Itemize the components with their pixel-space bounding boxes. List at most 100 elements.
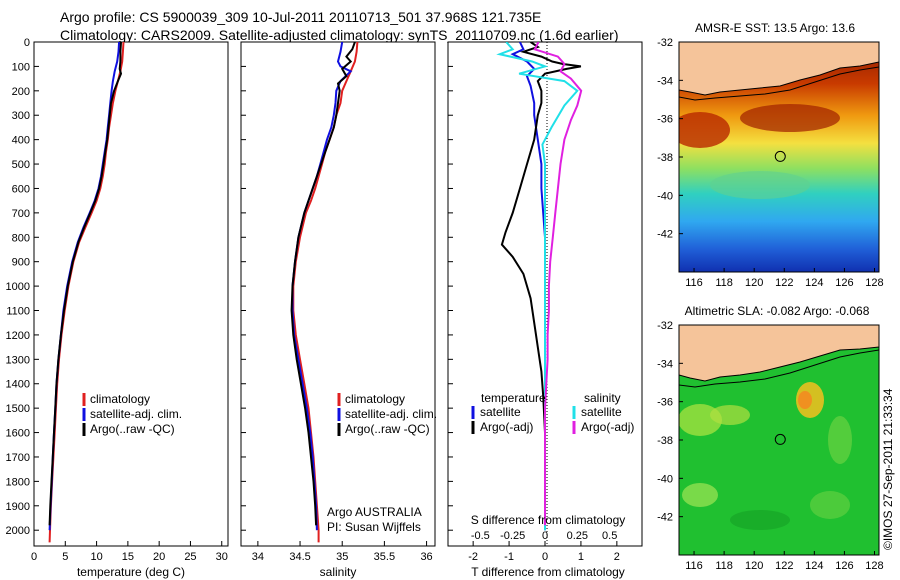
x-tick-label: 5 bbox=[62, 551, 68, 563]
salinity-y-ticks bbox=[241, 41, 246, 531]
copyright-stamp: ©IMOS 27-Sep-2011 21:33:34 bbox=[881, 388, 895, 550]
series-line-temperature-argo-adj- bbox=[500, 42, 582, 526]
map-x-tick-label: 124 bbox=[805, 560, 823, 572]
x-tick-label: 34.5 bbox=[289, 551, 310, 563]
sla-land bbox=[679, 325, 879, 382]
map-y-tick-label: -34 bbox=[657, 75, 673, 87]
depth-tick-label: 400 bbox=[12, 135, 30, 147]
series-line-argo-raw-qc- bbox=[48, 42, 123, 526]
legend-label-s-satellite: satellite bbox=[581, 405, 622, 419]
salinity-panel bbox=[240, 41, 436, 547]
depth-tick-label: 800 bbox=[12, 232, 30, 244]
sst-map-title: AMSR-E SST: 13.5 Argo: 13.6 bbox=[695, 21, 855, 35]
depth-tick-label: 0 bbox=[24, 37, 30, 49]
map-y-tick-label: -40 bbox=[657, 190, 673, 202]
x-tick-label: -2 bbox=[468, 551, 478, 563]
difference-x-axis: -2 -1 0 1 2 -0.5 -0.25 0 0.25 0.5 bbox=[468, 530, 620, 563]
depth-tick-label: 500 bbox=[12, 159, 30, 171]
sla-anomaly bbox=[710, 405, 750, 425]
depth-tick-label: 300 bbox=[12, 110, 30, 122]
map-x-tick-label: 116 bbox=[685, 277, 703, 289]
difference-legend: temperature salinity satellite Argo(-adj… bbox=[471, 391, 634, 434]
difference-series bbox=[496, 42, 583, 531]
depth-tick-label: 1200 bbox=[6, 330, 30, 342]
map-x-tick-label: 116 bbox=[685, 560, 703, 572]
map-x-tick-label: 126 bbox=[835, 277, 853, 289]
legend-label-argo: Argo(..raw -QC) bbox=[345, 422, 430, 436]
map-x-tick-label: 122 bbox=[775, 560, 793, 572]
depth-tick-label: 900 bbox=[12, 257, 30, 269]
depth-tick-label: 600 bbox=[12, 183, 30, 195]
map-x-tick-label: 118 bbox=[715, 277, 733, 289]
sst-map-axes: 116 118 120 122 124 126 128 -32 -34 -36 -38 -40 -42 bbox=[657, 37, 884, 289]
temperature-panel bbox=[33, 41, 229, 547]
map-y-tick-label: -38 bbox=[657, 152, 673, 164]
sla-float-marker bbox=[774, 433, 786, 445]
s-difference-label: S difference from climatology bbox=[471, 513, 626, 527]
legend-label-satellite: satellite-adj. clim. bbox=[345, 407, 437, 421]
s-tick-label: 0 bbox=[542, 530, 548, 542]
legend-label-s-argo: Argo(-adj) bbox=[581, 420, 634, 434]
map-y-tick-label: -32 bbox=[657, 37, 673, 49]
s-tick-label: -0.5 bbox=[471, 530, 490, 542]
float-pi-annotation: PI: Susan Wijffels bbox=[327, 520, 421, 534]
legend-label-climatology: climatology bbox=[90, 392, 150, 406]
sst-cool-patch bbox=[710, 171, 810, 199]
sst-warm-patch bbox=[679, 112, 730, 148]
sst-isobath bbox=[679, 66, 879, 101]
depth-tick-label: 1500 bbox=[6, 403, 30, 415]
map-x-tick-label: 122 bbox=[775, 277, 793, 289]
depth-tick-label: 1900 bbox=[6, 501, 30, 513]
x-tick-label: 2 bbox=[614, 551, 620, 563]
sla-anomaly bbox=[828, 416, 852, 464]
salinity-x-axis: 34 34.5 35 35.5 36 bbox=[252, 541, 433, 563]
sst-warm-patch bbox=[740, 104, 840, 132]
map-x-tick-label: 120 bbox=[745, 277, 763, 289]
x-tick-label: 10 bbox=[90, 551, 102, 563]
sla-isobath bbox=[679, 349, 879, 388]
x-tick-label: 35.5 bbox=[374, 551, 395, 563]
x-tick-label: 30 bbox=[216, 551, 228, 563]
map-x-tick-label: 118 bbox=[715, 560, 733, 572]
sla-anomaly bbox=[730, 510, 790, 530]
depth-tick-label: 1600 bbox=[6, 428, 30, 440]
depth-tick-label: 1800 bbox=[6, 476, 30, 488]
sla-anomaly bbox=[682, 483, 718, 507]
salinity-xlabel: salinity bbox=[320, 565, 357, 579]
x-tick-label: 34 bbox=[252, 551, 264, 563]
x-tick-label: 15 bbox=[122, 551, 134, 563]
depth-tick-label: 1300 bbox=[6, 354, 30, 366]
salinity-series bbox=[290, 42, 359, 543]
map-y-tick-label: -36 bbox=[657, 114, 673, 126]
depth-tick-label: 1100 bbox=[6, 306, 30, 318]
series-line-salinity-argo-adj- bbox=[533, 42, 583, 526]
legend-label-t-satellite: satellite bbox=[480, 405, 521, 419]
s-tick-label: -0.25 bbox=[500, 530, 525, 542]
series-line-argo-raw-qc- bbox=[290, 42, 356, 526]
x-tick-label: 36 bbox=[420, 551, 432, 563]
map-x-tick-label: 128 bbox=[865, 560, 883, 572]
depth-tick-label: 200 bbox=[12, 86, 30, 98]
legend-title-salinity: salinity bbox=[584, 391, 621, 405]
depth-tick-label: 100 bbox=[12, 61, 30, 73]
sla-map-axes: 116 118 120 122 124 126 128 -32 -34 -36 -38 -40 -42 bbox=[657, 320, 884, 572]
map-y-tick-label: -40 bbox=[657, 473, 673, 485]
s-tick-label: 0.5 bbox=[602, 530, 617, 542]
x-tick-label: 35 bbox=[336, 551, 348, 563]
depth-tick-label: 1000 bbox=[6, 281, 30, 293]
sst-float-marker bbox=[774, 150, 786, 162]
temperature-legend: climatology satellite-adj. clim. Argo(..… bbox=[82, 392, 182, 436]
map-y-tick-label: -32 bbox=[657, 320, 673, 332]
legend-title-temperature: temperature bbox=[481, 391, 546, 405]
sst-land bbox=[679, 42, 879, 96]
map-y-tick-label: -36 bbox=[657, 397, 673, 409]
legend-label-t-argo: Argo(-adj) bbox=[480, 420, 533, 434]
t-difference-label: T difference from climatology bbox=[471, 565, 625, 579]
s-tick-label: 0.25 bbox=[567, 530, 588, 542]
temperature-series bbox=[48, 42, 125, 543]
sst-map bbox=[679, 42, 879, 272]
legend-label-climatology: climatology bbox=[345, 392, 405, 406]
sla-map bbox=[679, 325, 879, 555]
legend-label-argo: Argo(..raw -QC) bbox=[90, 422, 175, 436]
depth-tick-label: 2000 bbox=[6, 525, 30, 537]
